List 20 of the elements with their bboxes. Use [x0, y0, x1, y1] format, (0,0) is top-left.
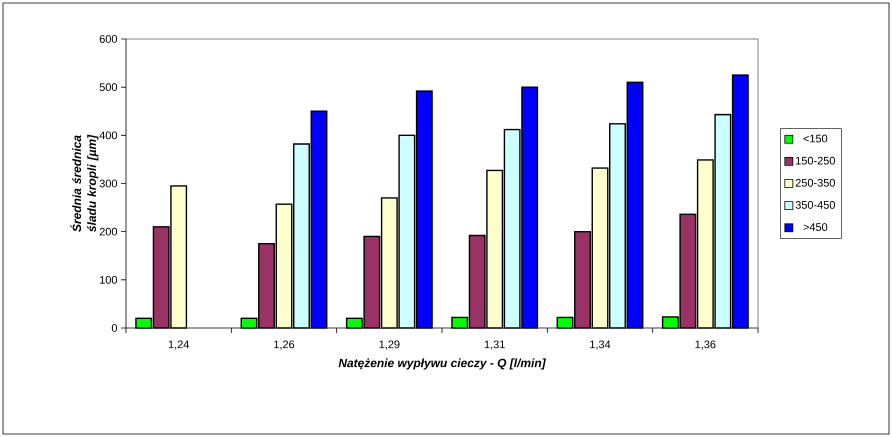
legend-label: 350-450 [796, 201, 835, 209]
legend-label: 250-350 [796, 178, 835, 187]
legend-label: <150 [804, 134, 828, 142]
x-tick-label: 1,26 [274, 340, 294, 350]
x-tick-label: 1,29 [380, 340, 400, 350]
x-tick-label: 1,34 [590, 340, 610, 350]
y-tick-label: 300 [100, 180, 118, 188]
y-tick-label: 100 [100, 276, 118, 284]
x-tick-label: 1,36 [696, 340, 716, 350]
y-tick-label: 600 [100, 35, 118, 43]
legend-label: >450 [804, 223, 828, 231]
y-tick-label: 400 [99, 131, 118, 140]
x-tick-label: 1,31 [484, 340, 505, 350]
x-axis-title: Natężenie wypływu cieczy - Q [l/min] [338, 358, 546, 370]
legend-label: 150-250 [796, 156, 835, 165]
x-tick-label: 1,24 [168, 340, 190, 350]
y-tick-label: 0 [112, 324, 118, 332]
y-tick-label: 500 [100, 83, 118, 92]
y-tick-label: 200 [100, 228, 118, 236]
y-axis-title: Średnia średnica śladu kropli [µm] [70, 134, 98, 232]
